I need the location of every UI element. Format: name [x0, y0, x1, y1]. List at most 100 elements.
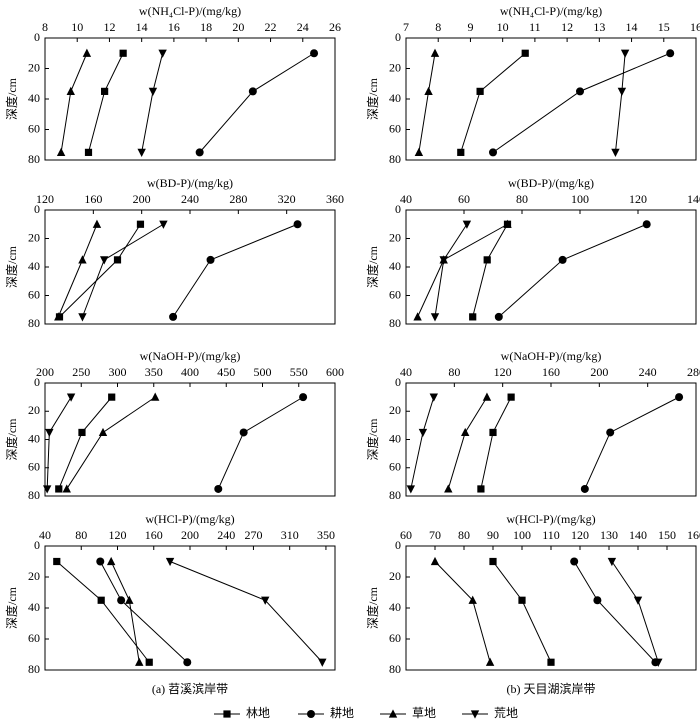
- marker: [159, 220, 168, 229]
- y-tick-label: 20: [28, 403, 40, 417]
- y-tick-label: 20: [389, 60, 401, 74]
- marker: [66, 86, 75, 95]
- series-line: [584, 396, 680, 490]
- y-tick-label: 20: [389, 569, 401, 583]
- chart-title: w(NH₄Cl-P)/(mg/kg): [139, 4, 241, 18]
- x-tick-label: 550: [290, 365, 308, 379]
- marker: [654, 658, 663, 667]
- x-tick-label: 60: [458, 192, 470, 206]
- plot-frame: [405, 382, 697, 497]
- x-tick-label: 110: [542, 528, 560, 542]
- x-tick-label: 11: [529, 20, 541, 34]
- marker: [675, 393, 684, 402]
- x-tick-label: 250: [72, 365, 90, 379]
- x-tick-label: 280: [229, 192, 247, 206]
- x-tick-label: 60: [400, 528, 412, 542]
- x-tick-label: 120: [109, 528, 127, 542]
- y-axis-label: 深度/cm: [365, 77, 380, 120]
- marker: [97, 596, 105, 604]
- x-tick-label: 120: [629, 192, 647, 206]
- marker: [558, 255, 567, 264]
- series-line: [614, 53, 626, 153]
- marker: [518, 596, 526, 604]
- x-tick-label: 120: [494, 365, 512, 379]
- plot-frame: [405, 545, 697, 671]
- chart-title: w(NH₄Cl-P)/(mg/kg): [500, 4, 602, 18]
- y-axis-label: 深度/cm: [4, 418, 19, 461]
- marker: [461, 427, 470, 437]
- marker: [145, 658, 153, 666]
- x-tick-label: 240: [639, 365, 657, 379]
- series-line: [58, 396, 113, 490]
- x-tick-label: 80: [75, 528, 87, 542]
- y-tick-label: 40: [28, 431, 40, 445]
- marker: [108, 393, 116, 401]
- marker: [214, 484, 223, 493]
- marker: [206, 255, 215, 264]
- x-tick-label: 160: [687, 528, 700, 542]
- series-line: [611, 561, 659, 663]
- marker: [430, 556, 440, 566]
- marker: [53, 557, 61, 566]
- x-tick-label: 600: [326, 365, 344, 379]
- marker: [642, 220, 651, 229]
- marker: [666, 49, 675, 58]
- marker: [462, 220, 472, 229]
- marker: [489, 148, 497, 157]
- x-tick-label: 10: [71, 20, 83, 34]
- marker: [483, 256, 491, 264]
- y-tick-label: 60: [28, 631, 40, 645]
- marker: [620, 49, 630, 58]
- marker: [195, 148, 204, 157]
- series-line: [492, 561, 552, 663]
- y-tick-label: 60: [28, 287, 40, 301]
- y-tick-label: 80: [389, 316, 401, 330]
- y-tick-label: 80: [389, 488, 401, 502]
- x-tick-label: 140: [629, 528, 647, 542]
- x-tick-label: 24: [297, 20, 309, 34]
- legend-label: 荒地: [494, 706, 518, 720]
- series-line: [99, 561, 188, 663]
- marker: [78, 428, 86, 437]
- series-line: [172, 223, 298, 318]
- marker: [318, 658, 327, 667]
- x-tick-label: 200: [133, 192, 151, 206]
- marker: [413, 312, 422, 321]
- marker: [429, 393, 438, 402]
- marker: [521, 49, 529, 57]
- y-tick-label: 80: [389, 662, 401, 676]
- legend-label: 耕地: [330, 705, 354, 720]
- x-tick-label: 280: [687, 365, 700, 379]
- marker: [100, 256, 109, 265]
- marker: [439, 256, 448, 265]
- marker: [299, 393, 308, 402]
- marker: [92, 219, 102, 228]
- marker: [617, 87, 627, 96]
- chart-title: w(HCl-P)/(mg/kg): [506, 512, 595, 526]
- caption: (a) 苕溪滨岸带: [152, 681, 228, 696]
- x-tick-label: 200: [181, 528, 199, 542]
- x-tick-label: 160: [145, 528, 163, 542]
- marker: [477, 485, 485, 493]
- legend-marker: [307, 710, 315, 718]
- y-tick-label: 40: [389, 259, 401, 273]
- legend-marker: [470, 710, 480, 719]
- marker: [117, 596, 126, 605]
- x-tick-label: 18: [200, 20, 212, 34]
- series-line: [56, 561, 150, 663]
- marker: [78, 313, 87, 322]
- series-line: [480, 396, 512, 490]
- y-tick-label: 60: [389, 460, 401, 474]
- legend-label: 草地: [412, 706, 436, 720]
- x-tick-label: 80: [448, 365, 460, 379]
- x-tick-label: 14: [626, 20, 638, 34]
- x-tick-label: 100: [571, 192, 589, 206]
- series-line: [141, 53, 164, 153]
- y-tick-label: 60: [389, 121, 401, 135]
- y-tick-label: 40: [28, 259, 40, 273]
- marker: [611, 148, 620, 157]
- x-tick-label: 350: [145, 365, 163, 379]
- x-tick-label: 80: [516, 192, 528, 206]
- x-tick-label: 300: [109, 365, 127, 379]
- marker: [457, 148, 465, 156]
